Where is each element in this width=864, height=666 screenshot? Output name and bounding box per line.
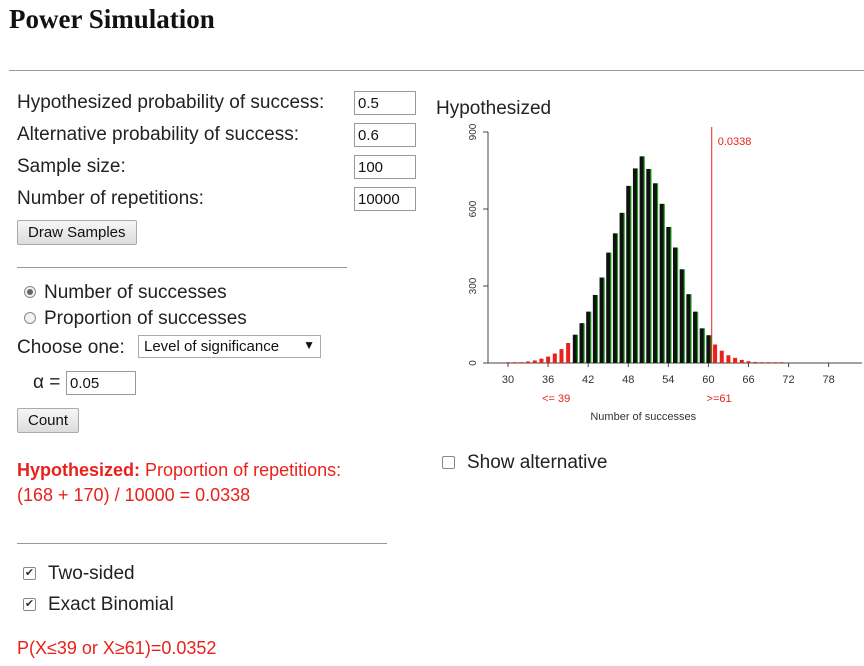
x-tick-label: 36: [542, 374, 554, 386]
sample-size-label: Sample size:: [17, 156, 126, 177]
draw-samples-button[interactable]: Draw Samples: [17, 220, 137, 245]
bar: [532, 360, 537, 363]
bar: [679, 269, 684, 363]
radio-proportion-of-successes[interactable]: [24, 312, 36, 324]
bar: [699, 328, 704, 363]
bar: [619, 212, 624, 363]
bar: [592, 294, 597, 363]
bar: [686, 294, 691, 363]
repetitions-label: Number of repetitions:: [17, 188, 204, 209]
bar: [779, 362, 784, 363]
exact-binomial-result: P(X≤39 or X≥61)=0.0352: [17, 638, 217, 658]
bar: [706, 335, 711, 363]
bar: [753, 361, 758, 363]
bar: [693, 311, 698, 363]
bar: [526, 361, 531, 363]
bar: [626, 185, 631, 363]
hypothesized-probability-label: Hypothesized probability of success:: [17, 92, 325, 113]
y-tick-label: 300: [468, 277, 479, 294]
section-divider: [17, 267, 347, 268]
y-tick-label: 600: [468, 200, 479, 217]
bar: [733, 357, 738, 363]
bar: [713, 344, 718, 363]
bar: [546, 356, 551, 363]
bar: [759, 362, 764, 363]
choose-one-select[interactable]: Level of significance ▼: [138, 335, 321, 358]
alternative-probability-input[interactable]: [354, 123, 416, 147]
x-tick-label: 30: [502, 374, 514, 386]
two-sided-checkbox[interactable]: ✔: [23, 567, 36, 580]
exact-binomial-label: Exact Binomial: [48, 594, 174, 615]
choose-one-label: Choose one:: [17, 337, 125, 358]
y-tick-label: 0: [468, 360, 479, 366]
x-tick-label: 78: [822, 374, 834, 386]
lower-tail-label: <= 39: [542, 393, 570, 405]
bar: [566, 342, 571, 363]
upper-tail-label: >=61: [707, 393, 732, 405]
bar: [599, 277, 604, 363]
radio-proportion-label: Proportion of successes: [44, 308, 247, 329]
y-tick-label: 900: [468, 123, 479, 140]
alpha-label: α =: [33, 372, 61, 393]
x-tick-label: 60: [702, 374, 714, 386]
bar: [739, 359, 744, 363]
bar: [639, 156, 644, 363]
count-button[interactable]: Count: [17, 408, 80, 433]
bar: [506, 362, 511, 363]
bar: [719, 350, 724, 363]
sample-size-input[interactable]: [354, 155, 416, 179]
bar: [612, 233, 617, 363]
cutoff-value-label: 0.0338: [718, 136, 752, 148]
bar: [539, 358, 544, 363]
bar: [672, 247, 678, 363]
x-tick-label: 42: [582, 374, 594, 386]
bar: [606, 252, 611, 363]
section-divider-2: [17, 543, 387, 544]
result-line-2: (168 + 170) / 10000 = 0.0338: [17, 485, 251, 505]
page-title: Power Simulation: [9, 4, 215, 34]
two-sided-label: Two-sided: [48, 563, 135, 584]
bar: [773, 362, 778, 363]
exact-binomial-checkbox[interactable]: ✔: [23, 598, 36, 611]
bar: [512, 362, 517, 363]
bar: [552, 353, 557, 363]
bar: [746, 361, 751, 363]
bar: [572, 334, 577, 363]
x-tick-label: 66: [742, 374, 754, 386]
bar: [726, 355, 731, 363]
result-line-1: Hypothesized: Proportion of repetitions:: [17, 460, 341, 481]
radio-number-of-successes[interactable]: [24, 286, 36, 298]
show-alternative-label: Show alternative: [467, 452, 608, 473]
x-tick-label: 72: [782, 374, 794, 386]
bar: [632, 168, 637, 363]
title-divider: [9, 70, 864, 71]
alternative-probability-label: Alternative probability of success:: [17, 124, 299, 145]
x-tick-label: 54: [662, 374, 674, 386]
bar: [519, 362, 524, 363]
repetitions-input[interactable]: [354, 187, 416, 211]
hypothesized-histogram: Hypothesized 0 300 600 900 30 36 42 48 54 60 66 72 7…: [436, 98, 862, 423]
bar: [646, 168, 651, 363]
x-axis-label: Number of successes: [590, 411, 696, 423]
bar: [559, 349, 564, 363]
bar: [579, 323, 584, 363]
chart-title: Hypothesized: [436, 98, 551, 119]
bar: [666, 226, 671, 363]
bar: [659, 203, 664, 363]
hypothesized-probability-input[interactable]: [354, 91, 416, 115]
result-bold-label: Hypothesized:: [17, 460, 141, 480]
bar: [652, 183, 657, 363]
bar: [586, 311, 591, 363]
bar: [766, 362, 771, 363]
result-text: Proportion of repetitions:: [145, 460, 342, 480]
choose-one-value: Level of significance: [144, 338, 280, 355]
caret-down-icon: ▼: [303, 338, 315, 352]
alpha-input[interactable]: [66, 371, 136, 395]
radio-number-label: Number of successes: [44, 282, 227, 303]
show-alternative-checkbox[interactable]: [442, 456, 455, 469]
x-tick-label: 48: [622, 374, 634, 386]
